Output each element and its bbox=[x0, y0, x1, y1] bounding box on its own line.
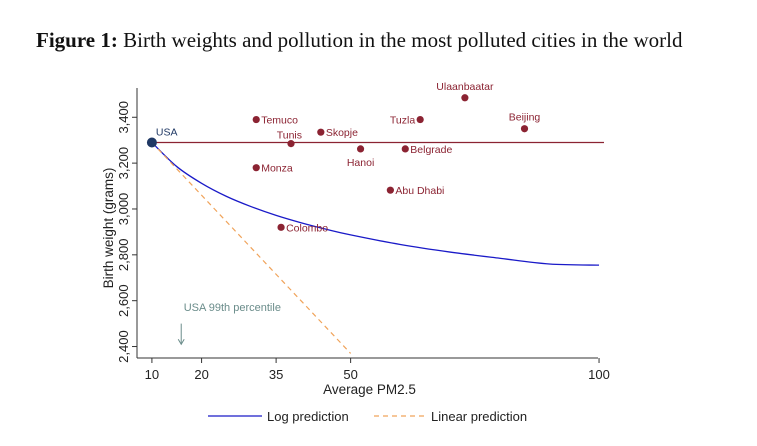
city-label: Abu Dhabi bbox=[395, 185, 444, 197]
legend: Log prediction Linear prediction bbox=[208, 409, 527, 424]
city-label: Beijing bbox=[509, 112, 541, 124]
city-points: Temuco Tunis Skopje Tuzla Ulaanbaatar Beijing… bbox=[146, 81, 541, 234]
axes: 10 20 35 50 100 2,400 2,600 2,800 3,000 3,200 3,40… bbox=[101, 88, 610, 397]
city-label: Skopje bbox=[326, 127, 358, 139]
city-point bbox=[287, 140, 295, 148]
x-tick-label: 100 bbox=[588, 367, 610, 382]
city-label: Temuco bbox=[261, 115, 298, 127]
x-tick-label: 20 bbox=[194, 367, 208, 382]
figure-title: Figure 1: Birth weights and pollution in… bbox=[36, 28, 736, 53]
figure-title-text: Birth weights and pollution in the most … bbox=[123, 28, 683, 52]
y-tick-label: 2,800 bbox=[116, 239, 131, 272]
figure-label: Figure 1: bbox=[36, 28, 124, 52]
city-point bbox=[461, 94, 469, 102]
city-label: Belgrade bbox=[410, 144, 452, 156]
x-tick-label: 50 bbox=[343, 367, 357, 382]
y-tick-label: 2,600 bbox=[116, 284, 131, 317]
city-label: Colombo bbox=[286, 222, 328, 234]
linear-prediction-line bbox=[151, 142, 352, 354]
city-point bbox=[386, 186, 394, 194]
y-tick-label: 3,000 bbox=[116, 193, 131, 226]
city-label: Monza bbox=[261, 163, 293, 175]
percentile-arrow-head bbox=[177, 338, 185, 346]
prediction-lines: USA 99th percentile bbox=[151, 141, 604, 354]
x-tick-label: 35 bbox=[269, 367, 283, 382]
city-point bbox=[252, 164, 260, 172]
x-axis-label: Average PM2.5 bbox=[323, 382, 416, 397]
y-axis-label: Birth weight (grams) bbox=[101, 168, 116, 289]
percentile-annotation: USA 99th percentile bbox=[184, 302, 281, 314]
city-point bbox=[401, 145, 409, 153]
legend-linear-label: Linear prediction bbox=[431, 409, 527, 424]
city-point bbox=[277, 223, 285, 231]
city-label: Ulaanbaatar bbox=[436, 81, 494, 93]
x-tick-label: 10 bbox=[145, 367, 159, 382]
city-point bbox=[252, 115, 260, 124]
usa-point bbox=[146, 137, 157, 148]
legend-log-label: Log prediction bbox=[267, 409, 349, 424]
y-tick-label: 3,400 bbox=[116, 101, 131, 134]
city-label: Hanoi bbox=[347, 157, 374, 169]
city-label: Tuzla bbox=[390, 115, 415, 127]
city-point bbox=[416, 115, 424, 124]
usa-label: USA bbox=[156, 126, 178, 138]
city-point bbox=[317, 128, 325, 136]
city-label: Tunis bbox=[277, 130, 302, 142]
city-point bbox=[520, 125, 529, 133]
log-prediction-line bbox=[151, 142, 600, 266]
y-tick-label: 2,400 bbox=[116, 330, 131, 363]
city-point bbox=[356, 145, 365, 153]
y-tick-label: 3,200 bbox=[116, 147, 131, 180]
